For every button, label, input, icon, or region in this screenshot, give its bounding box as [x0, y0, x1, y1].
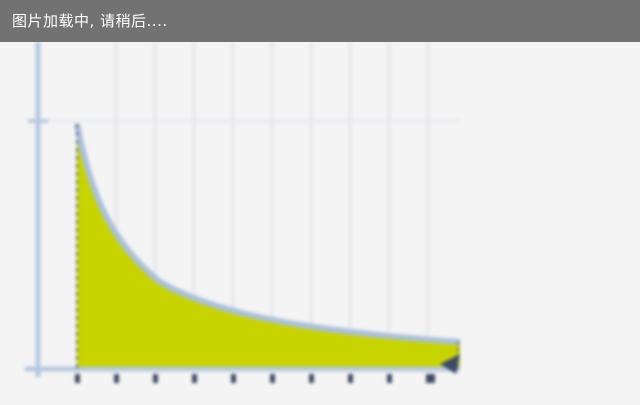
loading-placeholder-image [0, 42, 640, 405]
grid-lines [114, 42, 430, 370]
area-under-curve-image [25, 42, 461, 383]
loading-message: 图片加载中, 请稍后.... [12, 12, 168, 30]
x-axis-arrow [440, 354, 460, 374]
curve [74, 123, 461, 345]
shaded-area [77, 124, 460, 368]
x-tick-marks [75, 374, 435, 383]
loading-banner: 图片加载中, 请稍后.... [0, 0, 640, 42]
